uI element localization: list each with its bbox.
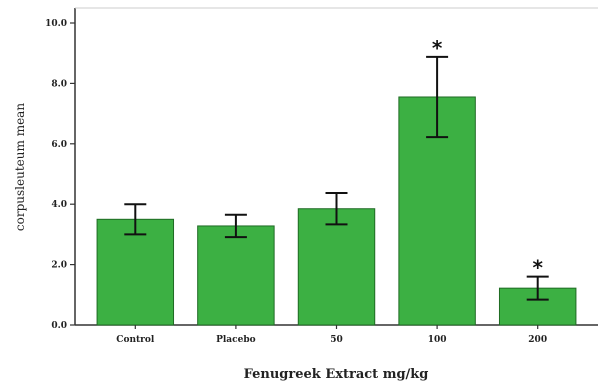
bar — [96, 218, 175, 326]
y-tick-label: 8.0 — [51, 79, 67, 89]
significance-marks: ** — [432, 36, 544, 280]
y-tick-label: 0.0 — [51, 321, 67, 331]
y-tick-label: 4.0 — [51, 200, 67, 210]
bar — [297, 208, 376, 326]
bar — [197, 225, 275, 326]
y-tick-label: 6.0 — [51, 140, 67, 150]
x-tick-label: 50 — [330, 335, 343, 345]
significance-asterisk: * — [532, 256, 543, 280]
x-tick-label: Control — [116, 335, 155, 345]
y-tick-label: 2.0 — [51, 261, 67, 271]
y-axis-title: corpusleuteum mean — [13, 103, 27, 231]
y-ticks: 0.0 2.0 4.0 6.0 8.0 10.0 — [45, 19, 75, 331]
x-tick-label: Placebo — [216, 335, 256, 345]
y-tick-label: 10.0 — [45, 19, 67, 29]
significance-asterisk: * — [432, 36, 443, 60]
x-tick-label: 100 — [428, 335, 447, 345]
x-tick-label: 200 — [528, 335, 547, 345]
error-bars — [124, 55, 549, 301]
x-ticks: Control Placebo 50 100 200 — [116, 325, 547, 345]
x-axis-title: Fenugreek Extract mg/kg — [244, 367, 429, 382]
